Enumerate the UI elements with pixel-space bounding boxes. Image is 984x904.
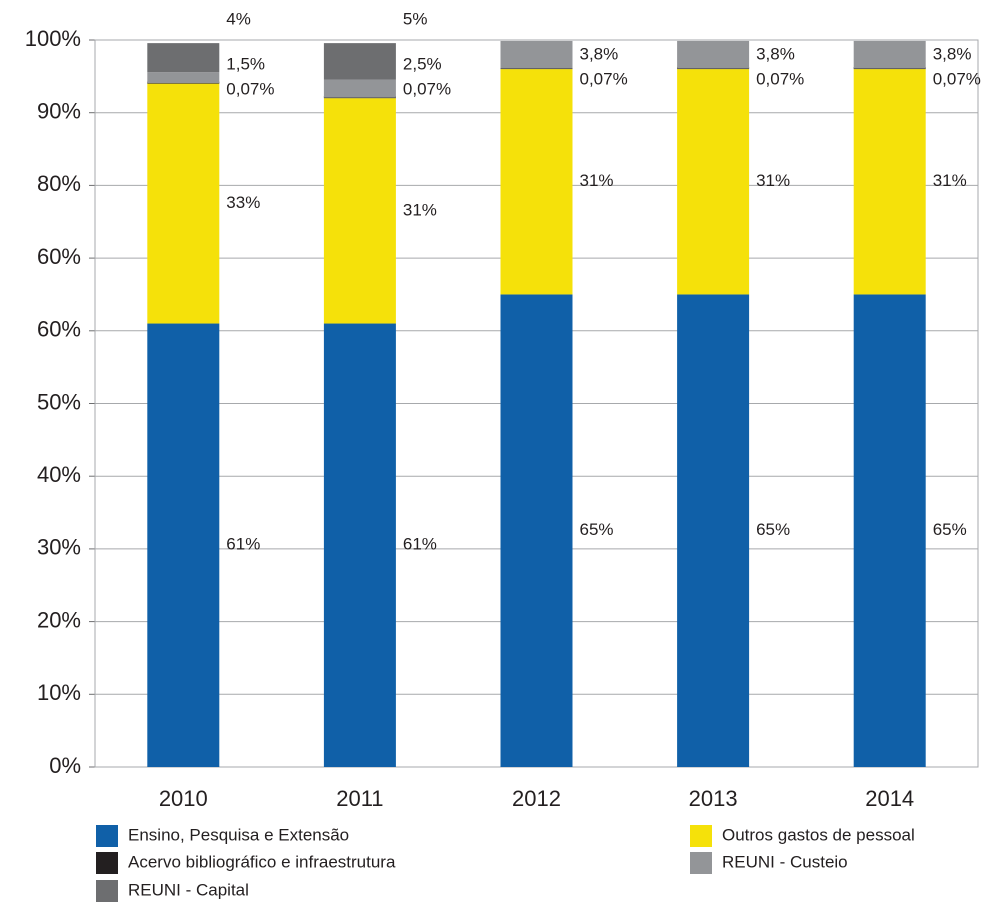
bar-segment <box>677 69 750 295</box>
value-label: 31% <box>580 171 614 190</box>
y-tick-label: 20% <box>37 607 81 632</box>
value-label: 31% <box>933 171 967 190</box>
bar-segment <box>323 98 396 324</box>
y-tick-label: 80% <box>37 171 81 196</box>
bar-segment <box>677 40 750 69</box>
bar-segment <box>147 323 220 767</box>
y-tick-label: 90% <box>37 99 81 124</box>
value-label: 2,5% <box>403 54 442 73</box>
x-tick-label: 2014 <box>865 786 914 811</box>
x-tick-label: 2013 <box>689 786 738 811</box>
bar-segment <box>500 40 573 69</box>
value-label: 0,07% <box>226 79 274 98</box>
value-label: 5% <box>403 9 428 28</box>
value-label: 3,8% <box>580 44 619 63</box>
value-label: 65% <box>756 520 790 539</box>
bar-segment <box>147 72 220 84</box>
legend-swatch <box>96 852 118 874</box>
y-tick-label: 30% <box>37 535 81 560</box>
value-label: 61% <box>403 535 437 554</box>
x-tick-label: 2012 <box>512 786 561 811</box>
value-label: 0,07% <box>933 69 981 88</box>
value-label: 0,07% <box>580 69 628 88</box>
value-label: 61% <box>226 535 260 554</box>
bar-segment <box>147 83 220 324</box>
bar-segment <box>853 40 926 69</box>
bar-segment <box>853 294 926 767</box>
legend-label: REUNI - Capital <box>128 880 249 899</box>
bar-segment <box>323 323 396 767</box>
value-label: 3,8% <box>933 44 972 63</box>
bar-segment <box>500 294 573 767</box>
y-tick-label: 60% <box>37 317 81 342</box>
bar-segment <box>500 69 573 295</box>
value-label: 0,07% <box>403 79 451 98</box>
value-label: 3,8% <box>756 44 795 63</box>
legend-swatch <box>690 825 712 847</box>
value-label: 31% <box>756 171 790 190</box>
value-label: 4% <box>226 9 251 28</box>
y-tick-label: 100% <box>25 26 81 51</box>
value-label: 65% <box>580 520 614 539</box>
y-tick-label: 0% <box>49 753 81 778</box>
x-tick-label: 2010 <box>159 786 208 811</box>
bar-segment <box>147 43 220 73</box>
legend-label: Acervo bibliográfico e infraestrutura <box>128 852 396 871</box>
value-label: 1,5% <box>226 54 265 73</box>
y-tick-label: 40% <box>37 462 81 487</box>
value-label: 33% <box>226 193 260 212</box>
legend-label: Ensino, Pesquisa e Extensão <box>128 825 349 844</box>
bar-segment <box>677 294 750 767</box>
x-tick-label: 2011 <box>336 786 383 811</box>
y-tick-label: 10% <box>37 680 81 705</box>
legend-label: Outros gastos de pessoal <box>722 825 915 844</box>
bar-segment <box>853 69 926 295</box>
bar-segment <box>323 43 396 80</box>
value-label: 65% <box>933 520 967 539</box>
value-label: 31% <box>403 200 437 219</box>
legend-swatch <box>96 880 118 902</box>
legend-label: REUNI - Custeio <box>722 852 848 871</box>
legend-swatch <box>96 825 118 847</box>
y-tick-label: 60% <box>37 244 81 269</box>
y-tick-label: 50% <box>37 389 81 414</box>
bar-segment <box>323 79 396 98</box>
legend-swatch <box>690 852 712 874</box>
value-label: 0,07% <box>756 69 804 88</box>
